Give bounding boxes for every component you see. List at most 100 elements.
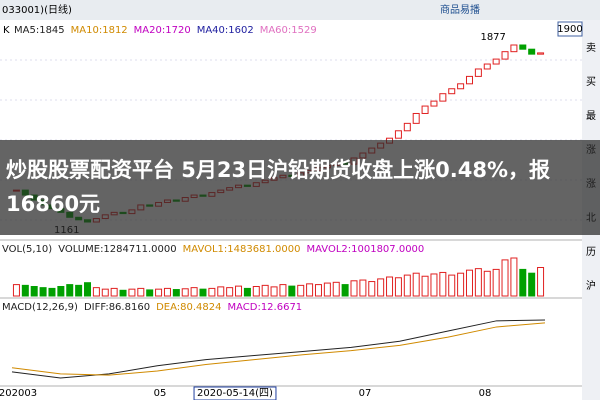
volume-bar xyxy=(155,288,163,297)
volume-bar xyxy=(110,287,118,297)
volume-bar xyxy=(350,280,358,297)
top-bar xyxy=(0,0,600,20)
volume-bar xyxy=(430,273,438,297)
volume-bar xyxy=(190,287,198,297)
volume-bar xyxy=(128,288,136,297)
overlay-title: 炒股股票配资平台 5月23日沪铅期货收盘上涨0.48%，报16860元 xyxy=(0,140,600,235)
volume-bar xyxy=(519,268,527,297)
volume-bar xyxy=(199,288,207,297)
volume-bar xyxy=(146,289,154,297)
box-text: 1900 xyxy=(557,24,582,35)
tab[interactable]: 商品易播 xyxy=(440,3,480,16)
legend-item: MACD:12.6671 xyxy=(227,302,302,313)
x-label: 07 xyxy=(359,388,372,399)
date-box xyxy=(193,386,277,400)
legend-item: DIFF:86.8160 xyxy=(84,302,150,313)
sidebar-item: 最 xyxy=(586,110,596,122)
volume-bar xyxy=(208,287,216,297)
volume-bar xyxy=(421,275,429,297)
volume-bar xyxy=(448,274,456,297)
volume-bar xyxy=(439,271,447,297)
volume-bar xyxy=(394,277,402,297)
x-label: 05 xyxy=(154,388,167,399)
x-label: 08 xyxy=(479,388,492,399)
sidebar-item: 沪 xyxy=(586,279,596,292)
volume-bar xyxy=(66,284,74,297)
volume-bar xyxy=(163,287,171,297)
volume-bar xyxy=(483,270,491,297)
volume-bar xyxy=(288,285,296,297)
volume-bar xyxy=(386,276,394,297)
code: 033001)(日线) xyxy=(2,3,72,16)
volume-bar xyxy=(457,272,465,297)
candle xyxy=(412,112,420,124)
candle xyxy=(474,68,482,77)
candle xyxy=(457,83,465,90)
volume-bar xyxy=(21,284,29,297)
volume-bar xyxy=(75,284,83,297)
volume-bar xyxy=(235,285,243,297)
legend-item: VOL(5,10) xyxy=(2,244,52,255)
legend-item: MACD(12,26,9) xyxy=(2,302,78,313)
volume-bar xyxy=(252,286,260,297)
volume-bar xyxy=(297,284,305,297)
candle xyxy=(483,63,491,70)
volume-bar xyxy=(101,288,109,297)
candle xyxy=(403,122,411,132)
legend-item: MA60:1529 xyxy=(260,25,317,36)
volume-bar xyxy=(332,281,340,297)
panel-label: K xyxy=(3,25,10,36)
volume-bar xyxy=(359,279,367,297)
legend-item: MAVOL2:1001807.0000 xyxy=(306,244,424,255)
sidebar-item: 卖 xyxy=(586,42,596,54)
candle xyxy=(537,52,545,55)
volume-bar xyxy=(261,284,269,297)
macd-line xyxy=(11,322,546,376)
volume-bar xyxy=(314,284,322,297)
macd-line xyxy=(11,319,546,379)
volume-bar xyxy=(48,287,56,297)
volume-bar xyxy=(84,282,92,297)
volume-bar xyxy=(306,283,314,297)
x-label: 202003 xyxy=(0,388,37,399)
volume-bar xyxy=(528,272,536,297)
candle xyxy=(519,44,527,50)
volume-bar xyxy=(377,278,385,297)
candle xyxy=(439,93,447,102)
volume-bar xyxy=(474,268,482,297)
candle xyxy=(448,88,456,95)
volume-bar xyxy=(172,289,180,297)
volume-bar xyxy=(368,281,376,297)
high-label: 1877 xyxy=(480,32,505,43)
candle xyxy=(510,44,518,53)
volume-bar xyxy=(403,274,411,297)
volume-bar xyxy=(412,272,420,297)
legend-item: MA40:1602 xyxy=(197,25,254,36)
legend-item: MA20:1720 xyxy=(134,25,191,36)
legend-item: VOLUME:1284711.0000 xyxy=(58,244,176,255)
legend-item: MA10:1812 xyxy=(71,25,128,36)
volume-bar xyxy=(217,286,225,297)
volume-bar xyxy=(119,289,127,297)
box xyxy=(557,21,583,37)
candle xyxy=(492,58,500,65)
x-label: 2020-05-14(四) xyxy=(197,388,273,399)
volume-bar xyxy=(279,284,287,297)
volume-bar xyxy=(137,287,145,297)
volume-bar xyxy=(57,286,65,297)
legend-item: MAVOL1:1483681.0000 xyxy=(183,244,301,255)
volume-bar xyxy=(181,288,189,297)
volume-bar xyxy=(341,284,349,297)
candle xyxy=(501,51,509,60)
volume-bar xyxy=(226,287,234,297)
volume-bar xyxy=(537,267,545,297)
volume-bar xyxy=(92,287,100,297)
volume-bar xyxy=(492,268,500,297)
volume-bar xyxy=(12,284,20,297)
legend-item: MA5:1845 xyxy=(14,25,65,36)
volume-bar xyxy=(270,286,278,297)
sidebar-item: 买 xyxy=(586,76,596,88)
volume-bar xyxy=(323,282,331,297)
candle xyxy=(465,75,473,85)
